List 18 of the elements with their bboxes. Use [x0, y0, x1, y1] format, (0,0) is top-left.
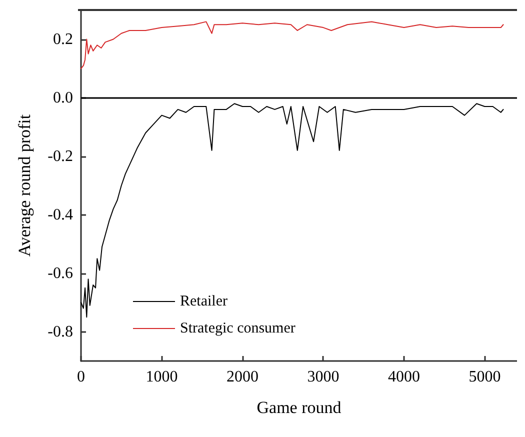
- y-tick-label: 0.0: [53, 89, 73, 106]
- y-tick-label: -0.4: [48, 206, 73, 224]
- x-tick-label: 1000: [146, 368, 178, 386]
- line-series: [80, 21, 504, 69]
- y-tick-label: -0.2: [48, 148, 73, 165]
- x-tick-label: 3000: [307, 368, 340, 386]
- x-tick-label: 4000: [388, 368, 420, 386]
- line-series: [80, 103, 504, 318]
- x-tick-label: 0: [77, 368, 85, 386]
- y-axis-title: Average round profit: [15, 114, 34, 257]
- legend-label: Strategic consumer: [180, 320, 296, 336]
- y-tick-label: -0.6: [48, 264, 73, 282]
- x-tick-label: 5000: [468, 368, 501, 386]
- x-tick-label: 2000: [226, 368, 258, 386]
- legend-label: Retailer: [180, 294, 228, 310]
- x-axis-title: Game round: [256, 398, 342, 417]
- y-tick-label: -0.8: [48, 323, 73, 340]
- y-tick-label: 0.2: [53, 30, 73, 48]
